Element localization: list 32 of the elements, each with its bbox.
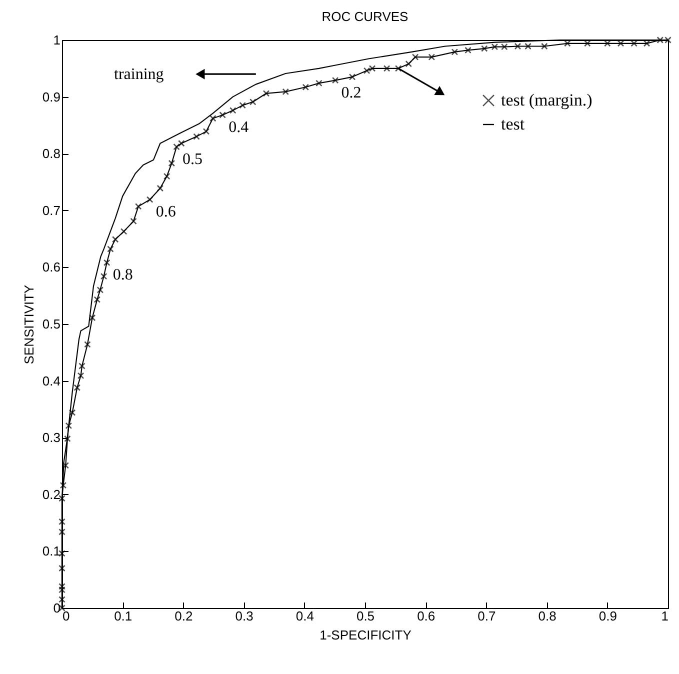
y-tick-label: 0.1	[42, 544, 60, 559]
y-tick-label: 0.9	[42, 89, 60, 104]
y-tick-label: 0.7	[42, 202, 60, 218]
legend-label: test	[501, 114, 525, 134]
y-tick-label: 0.2	[42, 486, 60, 502]
x-tick-label: 0.9	[598, 608, 617, 624]
y-tick-label: 0.5	[42, 316, 60, 332]
x-tick-label: 0.8	[538, 608, 556, 624]
annotation: 0.8	[112, 266, 133, 284]
x-tick-label: 0.5	[356, 608, 375, 624]
y-tick-label: 1	[53, 32, 60, 48]
y-tick-label: 0.4	[42, 373, 60, 388]
annotation: 0.6	[156, 204, 176, 221]
x-tick-label: 0.3	[235, 608, 254, 624]
annotation: training	[114, 66, 164, 83]
x-axis-title: 1-SPECIFICITY	[320, 628, 412, 642]
x-tick-label: 0	[62, 608, 70, 624]
x-tick-label: 1	[661, 608, 668, 624]
annotation: 0.2	[341, 84, 362, 102]
x-tick-label: 0.4	[296, 608, 314, 624]
y-tick-label: 0.3	[42, 430, 60, 446]
y-tick-label: 0.6	[42, 260, 60, 275]
legend-label: test (margin.)	[501, 90, 592, 110]
y-tick-label: 0.8	[42, 146, 60, 162]
x-tick-label: 0.6	[417, 608, 436, 624]
y-axis-title: SENSITIVITY	[21, 284, 36, 364]
annotation: 0.4	[228, 118, 249, 136]
annotation: 0.5	[182, 150, 203, 168]
x-tick-label: 0.2	[174, 608, 193, 624]
x-tick-label: 0.7	[478, 608, 496, 624]
x-tick-label: 0.1	[114, 608, 132, 624]
chart-title: ROC CURVES	[322, 9, 409, 24]
